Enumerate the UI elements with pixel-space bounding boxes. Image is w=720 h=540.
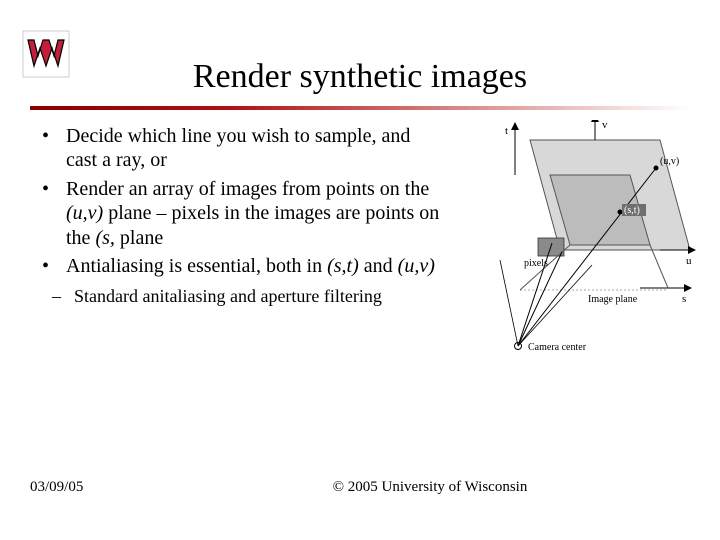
title-rule: [30, 106, 690, 110]
footer-copyright: © 2005 University of Wisconsin: [170, 479, 690, 496]
label-u: u: [686, 255, 692, 267]
content-row: Decide which line you wish to sample, an…: [30, 124, 690, 308]
label-s: s: [682, 293, 686, 305]
bullet-3-st: (s,t): [327, 255, 359, 277]
label-uv-point: (u,v): [660, 156, 679, 167]
footer: 03/09/05 © 2005 University of Wisconsin: [30, 479, 690, 496]
sub-bullet-1: Standard anitaliasing and aperture filte…: [64, 286, 440, 308]
bullet-2-st: (s,: [95, 227, 114, 249]
label-camera: Camera center: [528, 342, 587, 353]
bullet-1: Decide which line you wish to sample, an…: [54, 124, 440, 173]
label-v: v: [602, 120, 608, 131]
label-image-plane: Image plane: [588, 294, 638, 305]
bullet-2-a: Render an array of images from points on…: [66, 178, 429, 200]
label-t: t: [505, 125, 508, 137]
text-column: Decide which line you wish to sample, an…: [30, 124, 440, 308]
bullet-3-a: Antialiasing is essential, both in: [66, 255, 327, 277]
sub-bullet-list: Standard anitaliasing and aperture filte…: [30, 286, 440, 308]
diagram-column: v t u s (u,v) (s,t) pixels Image plane C…: [450, 124, 690, 308]
wisconsin-logo: [22, 30, 70, 78]
label-st-point: (s,t): [624, 205, 640, 216]
bullet-2-c: plane: [115, 227, 163, 249]
bullet-3: Antialiasing is essential, both in (s,t)…: [54, 254, 440, 278]
slide: Render synthetic images Decide which lin…: [0, 0, 720, 540]
bullet-2: Render an array of images from points on…: [54, 177, 440, 250]
lightfield-diagram: v t u s (u,v) (s,t) pixels Image plane C…: [460, 120, 700, 380]
slide-title: Render synthetic images: [30, 58, 690, 96]
bullet-1-text: Decide which line you wish to sample, an…: [66, 125, 410, 171]
label-pixels: pixels: [524, 258, 548, 269]
bullet-3-uv: (u,v): [398, 255, 435, 277]
bullet-list: Decide which line you wish to sample, an…: [30, 124, 440, 278]
bullet-3-b: and: [359, 255, 398, 277]
bullet-2-uv: (u,v): [66, 202, 103, 224]
